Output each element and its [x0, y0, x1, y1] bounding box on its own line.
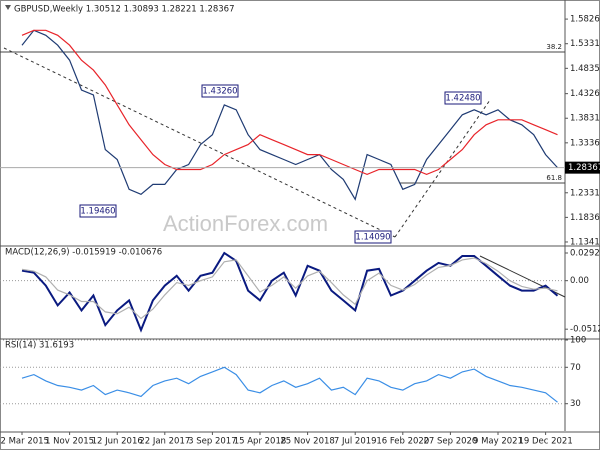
series-line — [21, 251, 559, 333]
macd-title: MACD(12,26,9) -0.015919 -0.010676 — [5, 248, 162, 258]
x-tick-label: 1 Nov 2015 — [45, 437, 94, 447]
y-tick-label: 1.2331 — [570, 188, 600, 198]
x-tick-label: 3 Sep 2017 — [188, 437, 236, 447]
annotation-box — [201, 84, 239, 98]
annotation-box — [354, 230, 392, 244]
fib-label: 61.8 — [546, 174, 562, 182]
x-tick-label: 22 Mar 2015 — [0, 437, 49, 447]
y-tick-label: 0.029261 — [570, 248, 600, 258]
x-tick-label: 12 Jun 2016 — [92, 437, 143, 447]
y-tick-label: 0.00 — [570, 276, 589, 286]
annotation: 1.43260 — [202, 87, 237, 97]
y-tick-label: 70 — [570, 363, 581, 373]
series-line — [21, 29, 558, 176]
x-tick-label: 22 Jan 2017 — [139, 437, 190, 447]
y-tick-label: 1.3336 — [570, 138, 600, 148]
rsi-title: RSI(14) 31.6193 — [5, 341, 74, 351]
x-tick-label: 15 Apr 2018 — [234, 437, 287, 447]
x-tick-label: 25 Nov 2018 — [280, 437, 334, 447]
chart-title: GBPUSD,Weekly 1.30512 1.30893 1.28221 1.… — [14, 5, 235, 15]
y-tick-label: 1.58265 — [570, 15, 600, 25]
y-tick-label: 100 — [570, 336, 586, 346]
last-price-label: 1.28367 — [568, 163, 600, 173]
y-tick-label: 1.4326 — [570, 89, 600, 99]
watermark: ActionForex.com — [163, 211, 328, 236]
y-tick-label: 30 — [570, 399, 581, 409]
annotation: 1.19460 — [80, 207, 115, 217]
y-tick-label: 1.5331 — [570, 39, 600, 49]
x-tick-label: 7 Jul 2019 — [334, 437, 377, 447]
annotation-box — [444, 91, 482, 105]
trendline — [394, 99, 491, 238]
series-line — [21, 29, 558, 201]
y-tick-label: 1.1341 — [570, 237, 600, 247]
y-tick-label: 1.3831 — [570, 114, 600, 124]
series-line — [21, 366, 558, 403]
fib-label: 38.2 — [546, 43, 562, 51]
y-tick-label: 1.1836 — [570, 213, 600, 223]
last-price-box — [565, 161, 600, 174]
annotation-box — [79, 204, 117, 218]
annotation: 1.42480 — [445, 94, 480, 104]
y-tick-label: -0.051279 — [570, 325, 600, 335]
x-tick-label: 27 Sep 2020 — [423, 437, 477, 447]
x-tick-label: 19 Dec 2021 — [518, 437, 572, 447]
x-tick-label: 16 Feb 2020 — [376, 437, 429, 447]
trendline — [3, 47, 396, 238]
menu-icon — [5, 5, 11, 10]
x-tick-label: 9 May 2021 — [473, 437, 523, 447]
annotation: 1.14090 — [355, 233, 390, 243]
y-tick-label: 1.48355 — [570, 64, 600, 74]
series-line — [21, 257, 558, 320]
